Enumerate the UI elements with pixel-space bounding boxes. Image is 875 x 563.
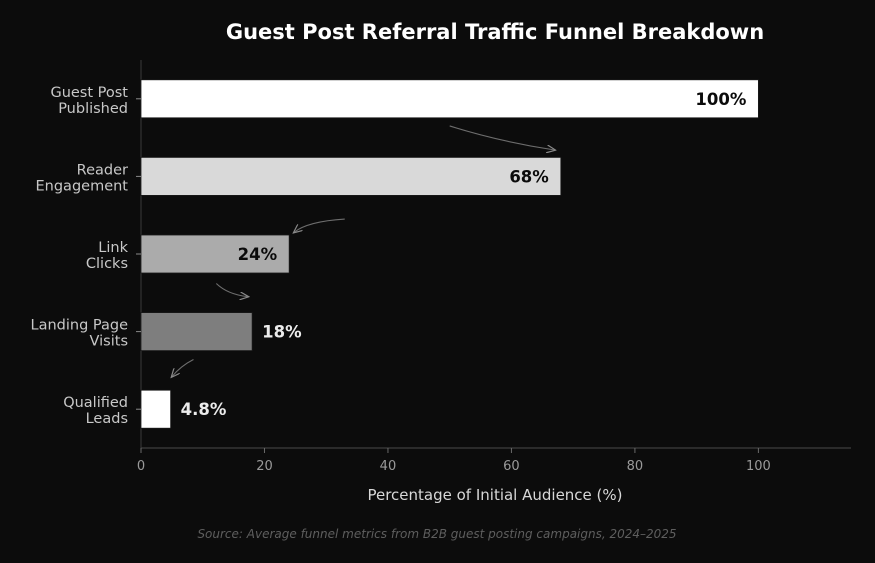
bar <box>140 156 562 196</box>
x-tick-label: 20 <box>256 459 273 474</box>
x-tick-label: 100 <box>746 459 771 474</box>
bar <box>140 234 290 274</box>
plot-area: 0 20 40 60 80 100 Guest Post Published 100% Reade… <box>31 60 851 474</box>
flow-arrow <box>449 125 555 150</box>
bar <box>140 312 253 352</box>
x-tick-label: 80 <box>627 459 644 474</box>
flow-arrow <box>294 218 345 232</box>
y-tick-label: Guest Post Published <box>50 85 128 117</box>
source-note: Source: Average funnel metrics from B2B … <box>197 527 676 541</box>
data-label: 18% <box>262 323 302 342</box>
data-label: 68% <box>509 167 549 186</box>
chart-title: Guest Post Referral Traffic Funnel Break… <box>226 20 764 44</box>
flow-arrow <box>215 283 247 296</box>
x-tick-label: 60 <box>503 459 520 474</box>
y-tick-label: Landing Page Visits <box>31 318 129 350</box>
flow-arrow <box>172 359 194 377</box>
data-label: 4.8% <box>181 400 227 419</box>
bar <box>140 389 172 429</box>
x-tick-label: 0 <box>137 459 145 474</box>
data-label: 100% <box>695 90 746 109</box>
y-tick-label: Reader Engagement <box>36 162 129 194</box>
y-tick-label: Qualified Leads <box>63 395 128 427</box>
bar <box>140 79 759 119</box>
x-axis-label: Percentage of Initial Audience (%) <box>367 486 622 504</box>
y-tick-label: Link Clicks <box>86 240 129 272</box>
x-tick-label: 40 <box>380 459 397 474</box>
data-label: 24% <box>238 245 278 264</box>
